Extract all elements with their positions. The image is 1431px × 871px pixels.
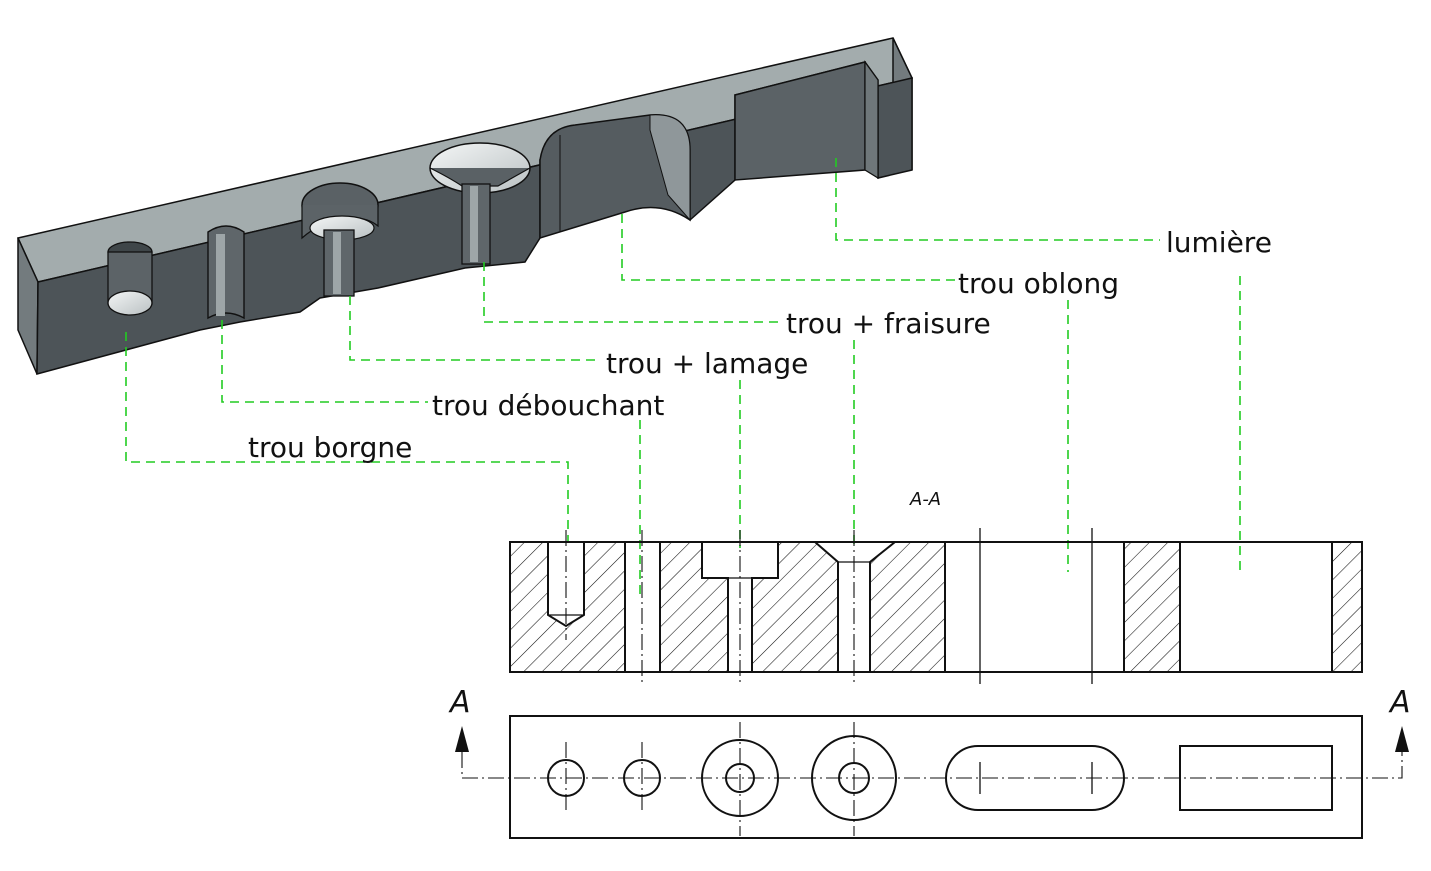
label-lumiere: lumière	[1166, 226, 1272, 259]
top-view-outline	[509, 715, 1363, 839]
leader-trou-debouchant	[221, 320, 428, 403]
top-counterbore-hole	[701, 722, 779, 836]
arrow-left-icon	[455, 726, 469, 752]
leader-trou-fraisure	[483, 262, 780, 323]
arrow-right-icon	[1395, 726, 1409, 752]
label-trou-borgne: trou borgne	[248, 431, 412, 464]
leader-trou-borgne	[125, 332, 569, 548]
leader-trou-oblong	[621, 214, 955, 281]
top-oblong-slot	[945, 745, 1125, 811]
feature-trou-lamage-3d	[301, 182, 379, 297]
section-outline	[509, 541, 1363, 673]
top-blind-hole	[547, 742, 585, 814]
feature-trou-debouchant-3d	[207, 225, 245, 320]
top-view: A A	[448, 685, 1411, 839]
leader-lumiere	[835, 158, 1160, 241]
feature-lumiere-3d	[734, 60, 879, 181]
feature-trou-oblong-3d	[539, 114, 691, 240]
section-view-aa: A-A	[509, 489, 1363, 684]
arrow-left-label: A	[448, 685, 471, 720]
top-through-hole	[623, 742, 661, 814]
section-hatching	[510, 542, 1362, 672]
label-trou-oblong: trou oblong	[958, 267, 1119, 300]
arrow-right-label: A	[1388, 685, 1411, 720]
feature-trou-borgne-3d	[107, 241, 153, 316]
label-trou-fraisure: trou + fraisure	[786, 307, 991, 340]
section-counterbore	[701, 542, 729, 672]
section-title: A-A	[909, 489, 941, 510]
feature-trou-fraisure-3d	[429, 142, 531, 265]
feature-labels: lumière trou oblong trou + fraisure trou…	[248, 226, 1272, 464]
top-lumiere	[1179, 745, 1333, 811]
leader-lines	[125, 158, 1241, 600]
label-trou-debouchant: trou débouchant	[432, 389, 664, 422]
top-countersink-hole	[811, 722, 897, 836]
section-blind-hole	[547, 542, 585, 628]
leader-trou-lamage	[349, 296, 600, 361]
label-trou-lamage: trou + lamage	[606, 347, 808, 380]
iso-part-view	[16, 37, 914, 375]
section-line	[461, 752, 1403, 779]
